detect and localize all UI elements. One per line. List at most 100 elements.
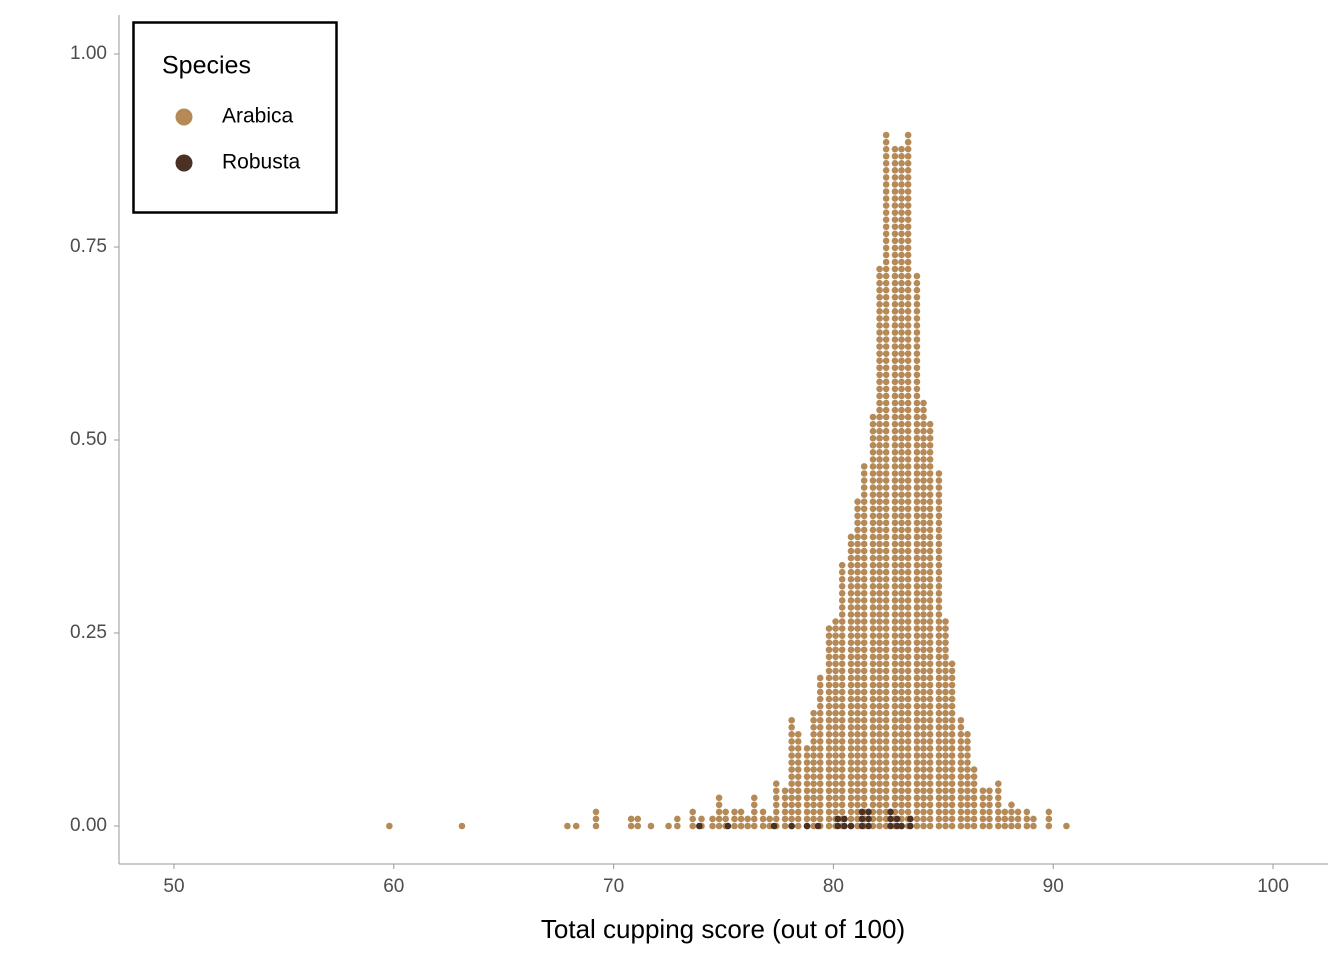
dot xyxy=(825,752,833,759)
dot xyxy=(926,625,934,632)
dot xyxy=(942,625,949,632)
dot xyxy=(935,540,943,548)
dot xyxy=(810,801,817,809)
dot xyxy=(904,279,912,287)
dot xyxy=(825,667,833,675)
dot xyxy=(882,597,890,604)
dot xyxy=(926,780,934,787)
dot xyxy=(948,773,956,780)
dot xyxy=(926,427,934,435)
dot xyxy=(904,442,912,449)
dot xyxy=(869,413,877,421)
dot xyxy=(869,519,877,527)
dot xyxy=(794,780,802,787)
dot xyxy=(847,822,855,830)
dot xyxy=(935,822,943,830)
dot xyxy=(920,519,927,527)
dot xyxy=(847,695,855,703)
dot xyxy=(891,674,899,682)
dot xyxy=(832,702,839,710)
dot xyxy=(920,709,927,717)
dot xyxy=(926,604,934,611)
dot xyxy=(825,787,833,795)
dot xyxy=(847,540,855,548)
dot xyxy=(876,667,883,675)
dot xyxy=(810,759,817,766)
dot xyxy=(825,745,833,752)
dot xyxy=(979,787,987,795)
dot xyxy=(882,618,890,625)
dot xyxy=(898,286,905,294)
dot xyxy=(904,540,912,548)
dot xyxy=(876,681,883,689)
dot xyxy=(838,688,846,696)
dot xyxy=(891,766,899,773)
dot xyxy=(957,752,965,759)
dot xyxy=(882,258,890,266)
dot xyxy=(882,752,890,759)
dot xyxy=(935,484,943,491)
dot xyxy=(854,667,861,675)
dot xyxy=(920,759,927,766)
dot xyxy=(904,709,912,717)
dot xyxy=(869,420,877,428)
dot xyxy=(913,660,921,668)
dot xyxy=(898,167,905,174)
dot xyxy=(979,808,987,816)
dot xyxy=(838,801,846,809)
dot xyxy=(876,745,883,752)
dot xyxy=(838,731,846,738)
dot xyxy=(838,724,846,731)
dot xyxy=(913,477,921,484)
dot xyxy=(794,773,802,780)
dot xyxy=(882,526,890,534)
dot xyxy=(709,822,716,830)
dot xyxy=(876,632,883,639)
dot xyxy=(869,766,877,773)
dot xyxy=(926,709,934,717)
dot xyxy=(869,702,877,710)
dot xyxy=(876,286,883,294)
dot xyxy=(957,738,965,745)
dot xyxy=(788,745,795,752)
dot xyxy=(926,822,934,830)
dot xyxy=(627,822,635,830)
dot xyxy=(904,399,912,407)
dot xyxy=(832,745,839,752)
dot xyxy=(994,822,1002,830)
dot xyxy=(904,145,912,153)
dot xyxy=(926,681,934,689)
dot xyxy=(689,822,697,830)
dot xyxy=(904,315,912,322)
dot xyxy=(847,688,855,696)
dot xyxy=(803,759,811,766)
dot xyxy=(891,611,899,618)
dot xyxy=(847,597,855,604)
dot xyxy=(935,512,943,520)
dot xyxy=(904,716,912,724)
dot xyxy=(869,540,877,548)
dot xyxy=(891,794,899,802)
dot xyxy=(592,808,600,816)
dot xyxy=(715,808,723,816)
dot xyxy=(882,731,890,738)
dot xyxy=(935,575,943,583)
dot xyxy=(876,554,883,562)
dot xyxy=(898,181,905,188)
dot xyxy=(803,794,811,802)
dot xyxy=(898,695,905,703)
dot xyxy=(926,491,934,498)
dot xyxy=(942,766,949,773)
dot xyxy=(832,766,839,773)
dot xyxy=(957,773,965,780)
dot xyxy=(891,505,899,513)
dot xyxy=(935,702,943,710)
dot xyxy=(891,519,899,527)
dot xyxy=(860,773,868,780)
dot xyxy=(860,681,868,689)
dot xyxy=(869,745,877,752)
dot xyxy=(876,597,883,604)
dot xyxy=(913,716,921,724)
dot xyxy=(869,470,877,477)
dot xyxy=(926,702,934,710)
